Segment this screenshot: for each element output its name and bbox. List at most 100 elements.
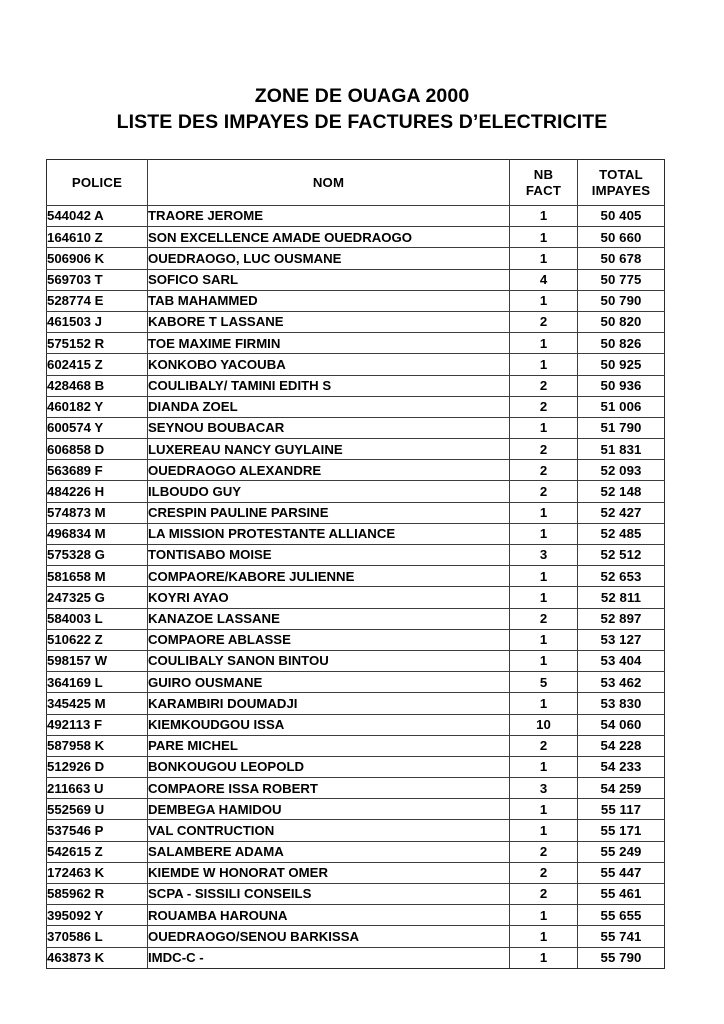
column-header-total-line1: TOTAL (599, 167, 643, 183)
cell-nom: ROUAMBA HAROUNA (147, 904, 510, 927)
cell-total-impayes: 51 831 (577, 438, 665, 461)
table-row: 598157 W COULIBALY SANON BINTOU 1 53 404 (46, 649, 665, 673)
cell-nb-fact: 2 (509, 459, 578, 482)
cell-police: 575328 G (46, 543, 148, 567)
cell-nom: OUEDRAOGO, LUC OUSMANE (147, 247, 510, 270)
cell-nom: VAL CONTRUCTION (147, 819, 510, 842)
cell-nom: SOFICO SARL (147, 268, 510, 291)
cell-total-impayes: 55 171 (577, 819, 665, 842)
cell-total-impayes: 55 741 (577, 925, 665, 948)
cell-total-impayes: 54 259 (577, 777, 665, 800)
cell-police: 602415 Z (46, 353, 148, 376)
cell-police: 606858 D (46, 438, 148, 461)
cell-nom: CRESPIN PAULINE PARSINE (147, 501, 510, 524)
cell-total-impayes: 52 653 (577, 565, 665, 588)
cell-nb-fact: 2 (509, 310, 578, 334)
cell-police: 428468 B (46, 374, 148, 397)
cell-total-impayes: 53 404 (577, 649, 665, 673)
cell-nom: PARE MICHEL (147, 734, 510, 757)
cell-total-impayes: 50 405 (577, 204, 665, 228)
cell-nb-fact: 3 (509, 543, 578, 567)
cell-nom: KIEMKOUDGOU ISSA (147, 713, 510, 736)
cell-nb-fact: 5 (509, 671, 578, 694)
table-row: 569703 T SOFICO SARL 4 50 775 (46, 268, 665, 291)
cell-nom: SON EXCELLENCE AMADE OUEDRAOGO (147, 226, 510, 249)
column-header-nom-label: NOM (312, 174, 345, 190)
page-subtitle: LISTE DES IMPAYES DE FACTURES D’ELECTRIC… (116, 111, 608, 134)
cell-nom: KABORE T LASSANE (147, 310, 510, 334)
column-header-total-impayes: TOTAL IMPAYES (577, 159, 665, 206)
table-row: 510622 Z COMPAORE ABLASSE 1 53 127 (46, 628, 665, 651)
cell-nom: KONKOBO YACOUBA (147, 353, 510, 376)
cell-nb-fact: 1 (509, 755, 578, 779)
cell-police: 585962 R (46, 882, 148, 906)
unpaid-invoices-table: POLICE NOM NB FACT TOTAL IMPAYES 544042 … (46, 159, 665, 969)
cell-police: 345425 M (46, 692, 148, 715)
cell-total-impayes: 50 775 (577, 268, 665, 291)
cell-total-impayes: 53 462 (577, 671, 665, 694)
cell-police: 463873 K (46, 946, 148, 969)
cell-police: 496834 M (46, 522, 148, 546)
table-body: 544042 A TRAORE JEROME 1 50 405 164610 Z SON … (46, 204, 665, 969)
column-header-nom: NOM (147, 159, 510, 206)
cell-police: 587958 K (46, 734, 148, 757)
cell-nb-fact: 2 (509, 607, 578, 630)
cell-nom: DIANDA ZOEL (147, 395, 510, 418)
table-row: 606858 D LUXEREAU NANCY GUYLAINE 2 51 831 (46, 438, 665, 461)
cell-total-impayes: 52 512 (577, 543, 665, 567)
cell-nb-fact: 4 (509, 268, 578, 291)
cell-total-impayes: 55 447 (577, 861, 665, 885)
cell-nb-fact: 1 (509, 522, 578, 546)
cell-nom: KIEMDE W HONORAT OMER (147, 861, 510, 885)
cell-police: 510622 Z (46, 628, 148, 651)
cell-police: 506906 K (46, 247, 148, 270)
table-row: 463873 K IMDC-C -1 55 790 (46, 946, 665, 969)
cell-nb-fact: 1 (509, 692, 578, 715)
cell-police: 552569 U (46, 798, 148, 821)
table-row: 460182 Y DIANDA ZOEL 2 51 006 (46, 395, 665, 418)
cell-total-impayes: 51 006 (577, 395, 665, 418)
cell-nom: LUXEREAU NANCY GUYLAINE (147, 438, 510, 461)
cell-total-impayes: 52 148 (577, 480, 665, 503)
table-row: 370586 L OUEDRAOGO/SENOU BARKISSA 1 55 741 (46, 925, 665, 948)
cell-nb-fact: 1 (509, 353, 578, 376)
cell-nom: TAB MAHAMMED (147, 289, 510, 312)
cell-police: 542615 Z (46, 840, 148, 863)
document-title-block: ZONE DE OUAGA 2000 LISTE DES IMPAYES DE … (0, 84, 724, 135)
table-row: 172463 K KIEMDE W HONORAT OMER 2 55 447 (46, 861, 665, 885)
column-header-nb-fact: NB FACT (509, 159, 578, 206)
cell-nom: COULIBALY/ TAMINI EDITH S (147, 374, 510, 397)
cell-police: 600574 Y (46, 416, 148, 440)
cell-nom: GUIRO OUSMANE (147, 671, 510, 694)
cell-total-impayes: 52 093 (577, 459, 665, 482)
cell-nom: COULIBALY SANON BINTOU (147, 649, 510, 673)
cell-total-impayes: 50 790 (577, 289, 665, 312)
cell-total-impayes: 54 228 (577, 734, 665, 757)
cell-nom: COMPAORE ISSA ROBERT (147, 777, 510, 800)
column-header-police: POLICE (46, 159, 148, 206)
column-header-nb-fact-line1: NB (533, 167, 554, 183)
cell-nb-fact: 1 (509, 501, 578, 524)
cell-total-impayes: 50 936 (577, 374, 665, 397)
cell-police: 364169 L (46, 671, 148, 694)
cell-police: 164610 Z (46, 226, 148, 249)
unpaid-invoices-table-wrap: POLICE NOM NB FACT TOTAL IMPAYES 544042 … (46, 159, 665, 969)
table-row: 563689 F OUEDRAOGO ALEXANDRE 2 52 093 (46, 459, 665, 482)
cell-nb-fact: 1 (509, 798, 578, 821)
cell-total-impayes: 52 485 (577, 522, 665, 546)
column-header-police-label: POLICE (71, 174, 123, 190)
cell-nb-fact: 1 (509, 904, 578, 927)
cell-nb-fact: 1 (509, 565, 578, 588)
cell-nom: KOYRI AYAO (147, 586, 510, 609)
cell-police: 211663 U (46, 777, 148, 800)
cell-total-impayes: 50 660 (577, 226, 665, 249)
cell-nb-fact: 1 (509, 649, 578, 673)
cell-nom: KARAMBIRI DOUMADJI (147, 692, 510, 715)
table-row: 584003 L KANAZOE LASSANE 2 52 897 (46, 607, 665, 630)
cell-nb-fact: 1 (509, 204, 578, 228)
cell-total-impayes: 52 897 (577, 607, 665, 630)
table-row: 395092 Y ROUAMBA HAROUNA 1 55 655 (46, 904, 665, 927)
cell-nom: TOE MAXIME FIRMIN (147, 332, 510, 355)
cell-nb-fact: 1 (509, 586, 578, 609)
